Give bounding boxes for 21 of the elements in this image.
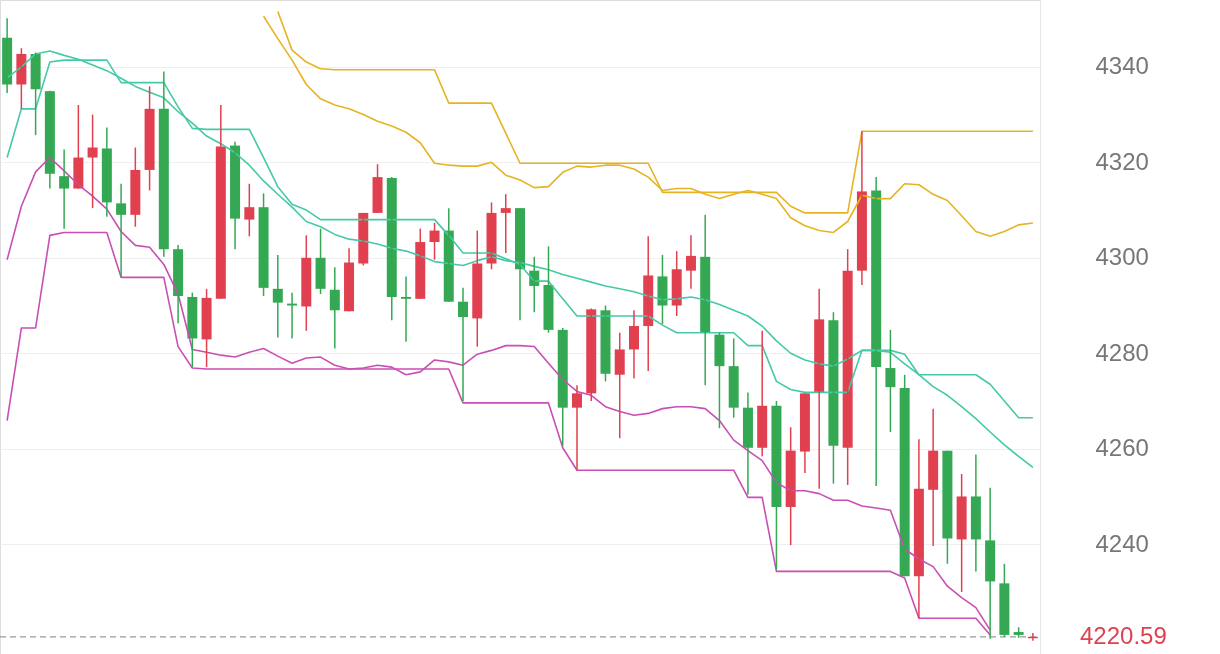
candlestick (956, 473, 967, 593)
y-tick-label: 4340 (1095, 52, 1149, 80)
candlestick (87, 113, 98, 209)
candlestick (728, 337, 739, 419)
candlestick (244, 183, 255, 238)
y-tick-label: 4300 (1095, 243, 1149, 271)
candlestick (144, 85, 155, 192)
candlestick (614, 331, 625, 439)
ref-line-label: 4220.59 (1080, 621, 1167, 649)
candlestick (258, 192, 269, 297)
y-tick-label: 4260 (1095, 434, 1149, 462)
candlestick (372, 163, 383, 214)
line-series (6, 156, 991, 631)
y-tick-label: 4240 (1095, 529, 1149, 557)
candlestick (885, 329, 896, 433)
y-tick-label: 4320 (1095, 147, 1149, 175)
candlestick (130, 146, 141, 228)
y-tick-label: 4280 (1095, 338, 1149, 366)
candlestick (315, 227, 326, 295)
candlestick (543, 245, 554, 334)
candlestick (999, 563, 1010, 638)
